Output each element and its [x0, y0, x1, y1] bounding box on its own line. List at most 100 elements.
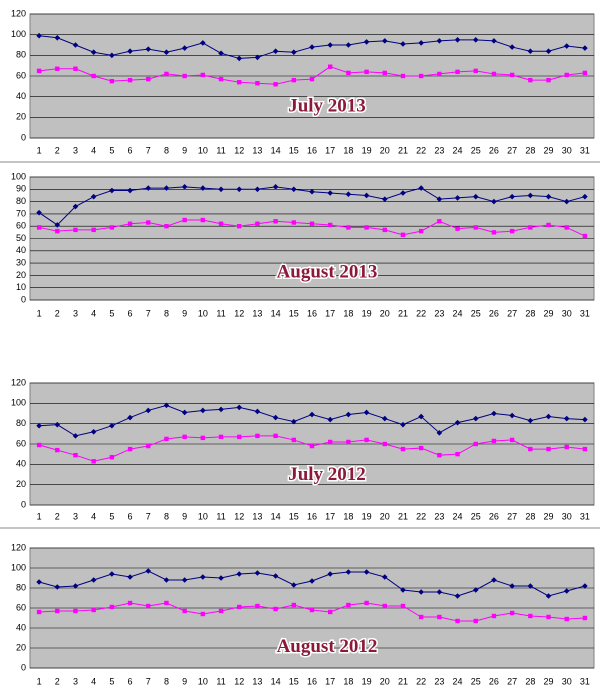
point	[146, 603, 151, 609]
point	[327, 609, 333, 615]
point	[309, 188, 315, 195]
point	[72, 42, 79, 48]
x-tick-label: 28	[525, 676, 535, 686]
point	[254, 570, 261, 576]
x-tick-label: 12	[234, 676, 244, 686]
point	[145, 568, 152, 574]
point	[181, 577, 188, 583]
x-tick-label: 7	[146, 676, 151, 686]
point	[491, 38, 497, 44]
x-tick-label: 27	[507, 511, 517, 521]
x-tick-label: 29	[544, 308, 554, 318]
point	[72, 203, 79, 210]
point	[400, 190, 406, 196]
x-tick-label: 5	[109, 676, 114, 686]
point	[364, 600, 369, 606]
point	[127, 77, 133, 83]
point	[363, 39, 370, 45]
point	[55, 228, 60, 234]
point	[200, 40, 206, 46]
y-tick-label: 80	[16, 418, 26, 428]
x-tick-label: 25	[471, 308, 481, 318]
point	[91, 73, 96, 79]
point	[346, 439, 351, 445]
point	[200, 611, 206, 617]
point	[454, 593, 461, 599]
y-tick-label: 0	[21, 662, 26, 672]
point	[200, 185, 206, 191]
point	[218, 186, 224, 193]
x-tick-label: 29	[544, 145, 554, 155]
x-tick-label: 14	[271, 511, 281, 521]
point	[146, 443, 151, 449]
x-tick-label: 7	[146, 308, 151, 318]
x-tick-label: 31	[580, 308, 590, 318]
point	[345, 411, 352, 418]
y-tick-label: 60	[16, 602, 26, 612]
point	[291, 220, 297, 225]
point	[364, 225, 369, 230]
y-tick-label: 10	[16, 282, 26, 292]
point	[218, 575, 224, 581]
x-tick-label: 10	[198, 511, 208, 521]
point	[418, 73, 424, 79]
x-tick-label: 27	[507, 145, 517, 155]
point	[273, 219, 278, 224]
point	[272, 48, 279, 54]
point	[109, 571, 115, 577]
x-tick-label: 4	[91, 511, 96, 521]
point	[528, 613, 533, 619]
point	[127, 187, 133, 194]
point	[254, 408, 261, 415]
point	[109, 422, 115, 429]
point	[418, 40, 424, 46]
point	[218, 406, 224, 413]
point	[528, 225, 533, 230]
point	[55, 608, 60, 614]
point	[163, 402, 170, 409]
point	[436, 430, 443, 436]
point	[73, 227, 78, 233]
point	[54, 222, 61, 228]
point	[327, 439, 333, 445]
point	[472, 193, 479, 200]
x-tick-label: 9	[182, 308, 187, 318]
point	[272, 573, 279, 579]
point	[509, 193, 515, 200]
point	[491, 438, 497, 444]
point	[382, 227, 387, 233]
x-tick-label: 16	[307, 308, 317, 318]
point	[545, 413, 552, 420]
y-tick-label: 0	[21, 499, 26, 509]
point	[546, 446, 551, 452]
x-tick-label: 23	[434, 676, 444, 686]
point	[454, 419, 461, 426]
point	[473, 68, 478, 74]
point	[182, 434, 187, 440]
point	[181, 184, 188, 190]
x-tick-label: 14	[271, 145, 281, 155]
y-tick-label: 40	[16, 459, 26, 469]
chart-title: July 2013	[288, 95, 366, 116]
point	[127, 221, 133, 226]
x-tick-label: 17	[325, 676, 335, 686]
point	[509, 610, 515, 616]
x-tick-label: 3	[73, 308, 78, 318]
point	[182, 73, 187, 79]
y-tick-label: 40	[16, 245, 26, 255]
point	[582, 233, 588, 239]
point	[272, 414, 279, 421]
point	[528, 446, 533, 452]
point	[346, 602, 351, 608]
x-tick-label: 19	[362, 308, 372, 318]
x-tick-label: 2	[55, 676, 60, 686]
point	[255, 433, 260, 439]
x-tick-label: 2	[55, 145, 60, 155]
point	[437, 614, 442, 620]
x-tick-label: 17	[325, 308, 335, 318]
x-tick-label: 25	[471, 676, 481, 686]
point	[400, 232, 406, 238]
point	[218, 434, 224, 440]
x-tick-label: 28	[525, 145, 535, 155]
point	[309, 607, 315, 613]
